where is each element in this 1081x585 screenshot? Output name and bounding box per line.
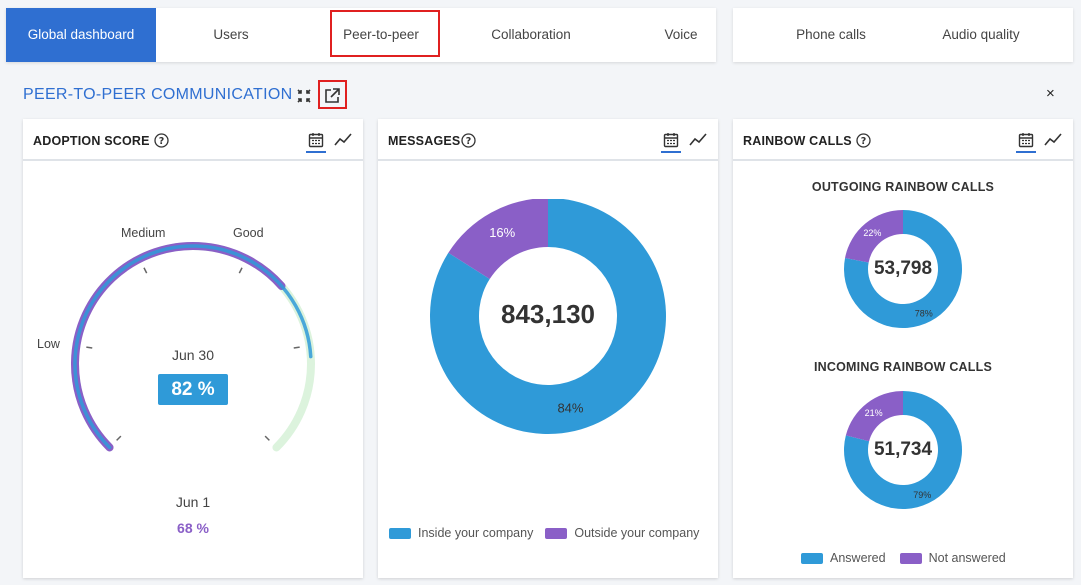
- slice-label-answered: 79%: [913, 490, 931, 500]
- slice-label-answered: 78%: [915, 308, 933, 318]
- slice-answered: [844, 391, 962, 509]
- previous-date: Jun 1: [175, 494, 211, 510]
- trend-line-icon[interactable]: [1044, 133, 1062, 152]
- incoming-total: 51,734: [874, 439, 933, 460]
- slice-label-inside: 84%: [557, 400, 583, 415]
- slice-outside-company: [448, 199, 548, 280]
- incoming-calls-title: INCOMING RAINBOW CALLS: [814, 360, 992, 374]
- gauge-ticks: [86, 267, 300, 441]
- calendar-icon[interactable]: [663, 132, 679, 153]
- messages-total: 843,130: [501, 299, 595, 329]
- legend-not-answered-label: Not answered: [928, 551, 1006, 565]
- svg-text:?: ?: [861, 136, 867, 147]
- card-title: MESSAGES: [388, 134, 461, 148]
- help-icon[interactable]: ?: [154, 133, 169, 153]
- svg-text:?: ?: [159, 136, 165, 147]
- current-date: Jun 30: [171, 347, 215, 363]
- card-header: RAINBOW CALLS ?: [733, 119, 1073, 161]
- slice-not-answered: [845, 391, 903, 442]
- tab-peer-to-peer[interactable]: Peer-to-peer: [343, 27, 419, 42]
- popout-highlight-box: [318, 80, 347, 109]
- messages-donut-chart: 84% 16% 843,130: [430, 199, 666, 434]
- tab-users[interactable]: Users: [213, 27, 249, 42]
- calendar-icon[interactable]: [308, 132, 324, 153]
- legend-swatch-inside: [389, 527, 411, 539]
- trend-line-icon[interactable]: [334, 133, 352, 152]
- gauge-tick: [116, 435, 122, 441]
- legend-swatch-not-answered: [899, 552, 922, 564]
- open-external-icon[interactable]: [323, 86, 343, 106]
- messages-card: MESSAGES ? 84% 16% 843,130 Inside your c…: [378, 119, 718, 578]
- calendar-active-underline: [1016, 151, 1036, 153]
- legend-swatch-outside: [545, 527, 568, 539]
- tab-bar-right: [733, 8, 1073, 62]
- legend-outside-label: Outside your company: [574, 526, 700, 540]
- previous-score: 68 %: [177, 520, 209, 536]
- help-icon[interactable]: ?: [856, 133, 871, 153]
- gauge-tick: [293, 346, 300, 349]
- card-title: ADOPTION SCORE: [33, 134, 150, 148]
- adoption-gauge: [71, 242, 315, 452]
- close-icon[interactable]: ×: [1046, 85, 1055, 102]
- calendar-active-underline: [661, 151, 681, 153]
- trend-line-icon[interactable]: [689, 133, 707, 152]
- tab-audio-quality[interactable]: Audio quality: [942, 27, 1020, 42]
- level-medium-label: Medium: [121, 226, 166, 240]
- messages-legend: Inside your company Outside your company: [389, 526, 699, 540]
- slice-label-outside: 16%: [489, 225, 515, 240]
- card-title: RAINBOW CALLS: [743, 134, 852, 148]
- outgoing-calls-donut: 78% 22% 53,798: [844, 210, 962, 328]
- legend-inside-label: Inside your company: [418, 526, 534, 540]
- slice-answered: [844, 210, 962, 328]
- collapse-icon[interactable]: [296, 86, 316, 106]
- outgoing-calls-title: OUTGOING RAINBOW CALLS: [811, 180, 995, 194]
- gauge-tick: [264, 435, 270, 441]
- slice-label-not-answered: 22%: [863, 228, 881, 238]
- section-title: PEER-TO-PEER COMMUNICATION: [23, 86, 293, 103]
- level-good-label: Good: [233, 226, 264, 240]
- outgoing-total: 53,798: [874, 258, 932, 279]
- slice-not-answered: [845, 210, 903, 263]
- tab-phone-calls[interactable]: Phone calls: [796, 27, 866, 42]
- tab-global-dashboard[interactable]: Global dashboard: [6, 8, 156, 62]
- current-score-badge: 82 %: [158, 374, 228, 405]
- gauge-current-arc: [73, 244, 313, 450]
- gauge-tick: [238, 267, 243, 274]
- legend-answered-label: Answered: [830, 551, 886, 565]
- tab-collaboration[interactable]: Collaboration: [491, 27, 571, 42]
- tab-highlight-box: [330, 10, 440, 57]
- svg-text:?: ?: [466, 136, 472, 147]
- slice-label-not-answered: 21%: [865, 408, 883, 418]
- adoption-score-card: ADOPTION SCORE ? Low Medium Good Jun 30 …: [23, 119, 363, 578]
- gauge-tick: [143, 267, 148, 274]
- gauge-tick: [86, 346, 93, 349]
- legend-swatch-answered: [801, 552, 823, 564]
- incoming-calls-donut: 79% 21% 51,734: [844, 391, 962, 509]
- card-header: MESSAGES ?: [378, 119, 718, 161]
- calendar-icon[interactable]: [1018, 132, 1034, 153]
- calendar-active-underline: [306, 151, 326, 153]
- level-low-label: Low: [37, 337, 60, 351]
- tab-voice[interactable]: Voice: [664, 27, 698, 42]
- rainbow-calls-card: RAINBOW CALLS ? OUTGOING RAINBOW CALLS 7…: [733, 119, 1073, 578]
- card-header: ADOPTION SCORE ?: [23, 119, 363, 161]
- slice-inside-company: [430, 199, 666, 434]
- rainbow-legend: Answered Not answered: [801, 551, 1006, 565]
- help-icon[interactable]: ?: [461, 133, 476, 153]
